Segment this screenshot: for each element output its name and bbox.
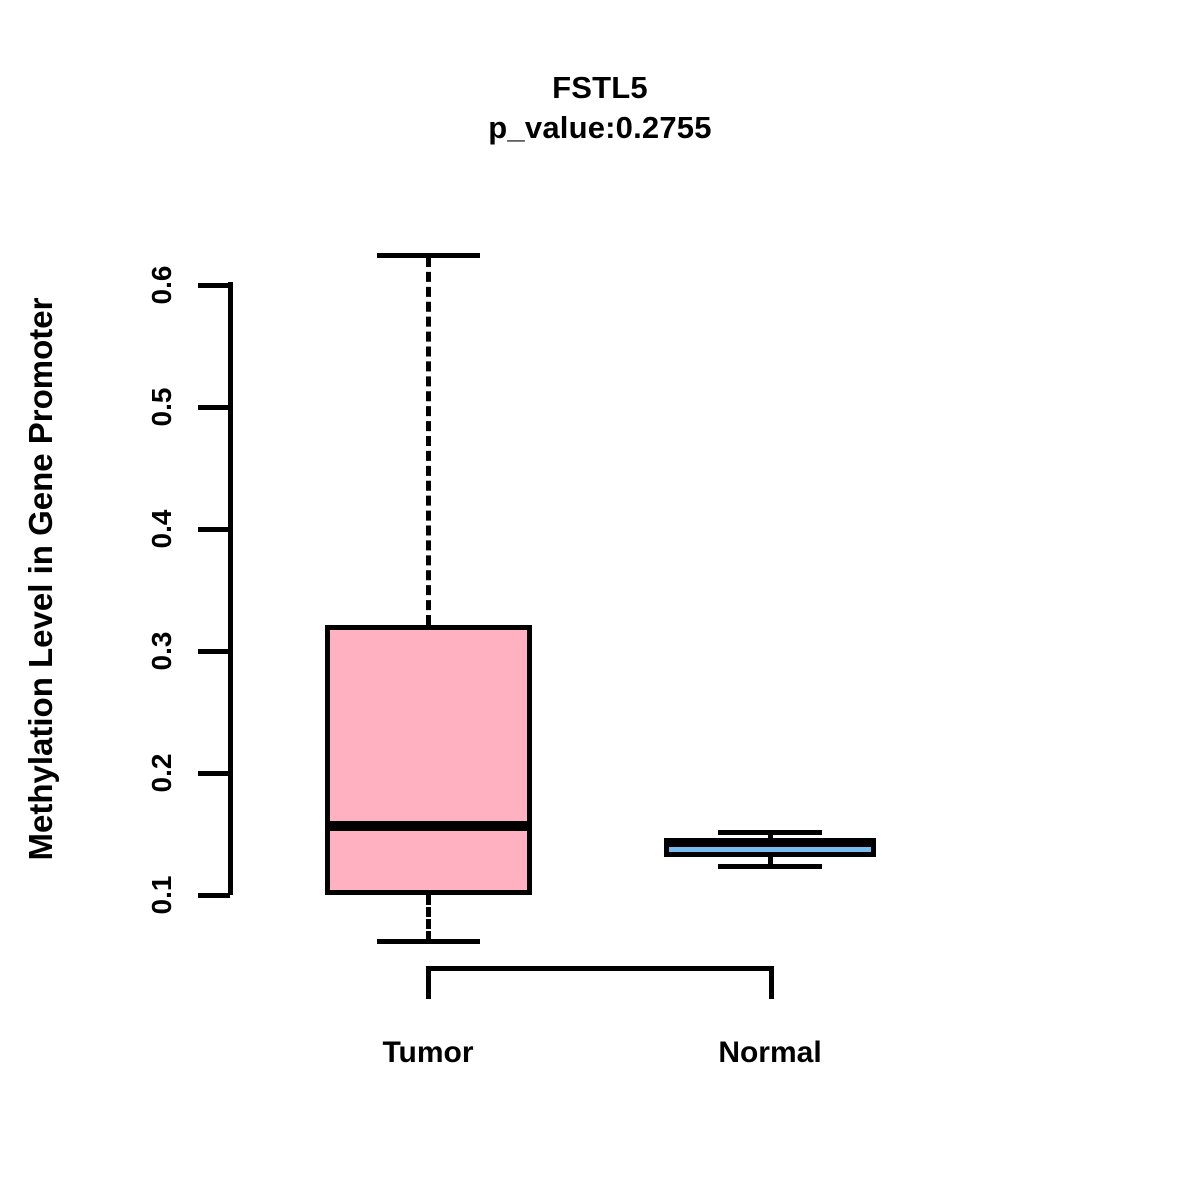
chart-title: FSTL5 [552, 70, 648, 105]
tumor-upper-whisker-cap [377, 253, 480, 258]
y-axis-tick-0.5 [198, 405, 230, 410]
chart-subtitle-pvalue: p_value:0.2755 [488, 109, 712, 145]
chart-title-block: FSTL5 p_value:0.2755 [0, 68, 1200, 147]
normal-median-line [664, 840, 876, 847]
normal-lower-whisker [768, 855, 773, 866]
y-axis-line [228, 282, 233, 895]
y-axis-tick-label-0.5: 0.5 [146, 387, 177, 427]
y-axis-tick-0.1 [198, 893, 230, 898]
y-axis-tick-label-0.6: 0.6 [146, 265, 177, 305]
y-axis-tick-label-0.2: 0.2 [146, 753, 177, 793]
x-axis-line [426, 966, 774, 971]
y-axis-tick-label-0.1: 0.1 [146, 875, 177, 915]
normal-upper-whisker [768, 832, 773, 840]
tumor-lower-whisker [426, 895, 431, 941]
y-axis-tick-0.3 [198, 649, 230, 654]
y-axis-tick-label-0.3: 0.3 [146, 631, 177, 671]
x-axis-tick-tumor [426, 966, 431, 999]
y-axis-tick-0.4 [198, 527, 230, 532]
normal-lower-whisker-cap [718, 864, 822, 869]
y-axis-tick-0.2 [198, 771, 230, 776]
tumor-median-line [325, 821, 532, 831]
x-axis-label-tumor: Tumor [382, 1036, 474, 1069]
tumor-box [325, 625, 532, 895]
x-axis-tick-normal [769, 966, 774, 999]
tumor-upper-whisker [426, 257, 431, 625]
y-axis-tick-label-0.4: 0.4 [146, 509, 177, 549]
x-axis-label-normal: Normal [718, 1036, 822, 1069]
y-axis-title: Methylation Level in Gene Promoter [22, 297, 59, 861]
tumor-lower-whisker-cap [377, 939, 480, 944]
y-axis-tick-0.6 [198, 283, 230, 288]
